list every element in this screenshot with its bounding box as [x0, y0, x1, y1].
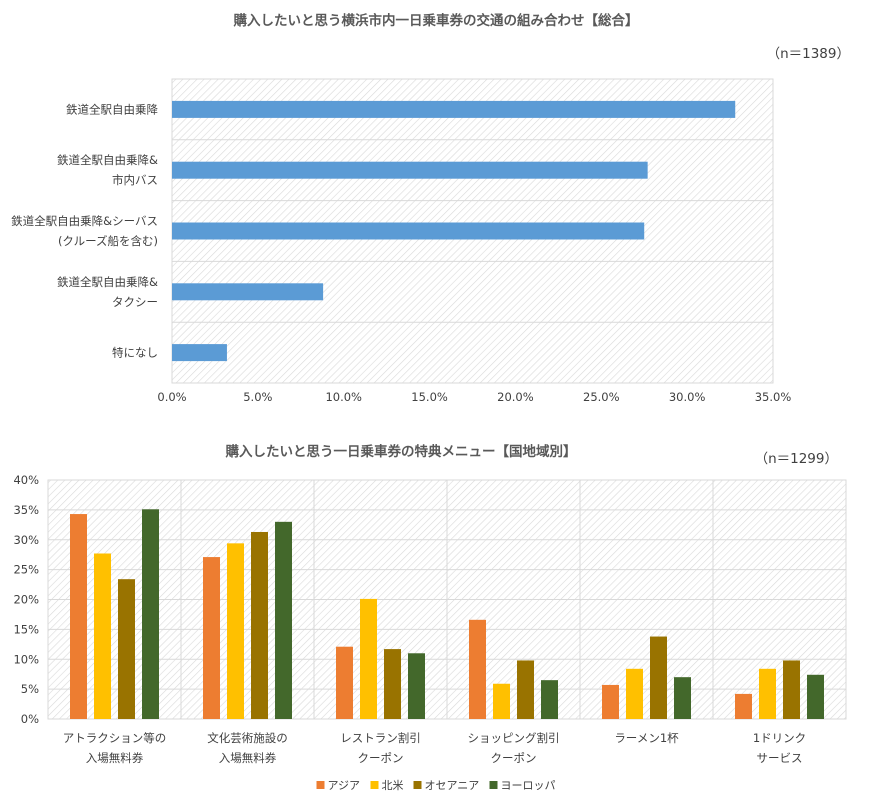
chart2-bar [469, 619, 486, 719]
chart2-legend-label: アジア [328, 779, 361, 792]
chart2-y-tick: 5% [21, 682, 39, 696]
chart2-title: 購入したいと思う一日乗車券の特典メニュー【国地域別】 [225, 443, 577, 460]
chart2-legend-swatch [413, 781, 422, 789]
chart2-sample-size: （n＝1299） [755, 451, 838, 467]
chart2-bar [251, 531, 268, 719]
chart2-category-label: レストラン割引 [340, 731, 421, 745]
chart2-category-label: ショッピング割引 [468, 731, 560, 745]
chart1-bar [172, 100, 736, 118]
chart2-bar [384, 649, 401, 719]
chart2-y-tick: 0% [21, 712, 39, 726]
chart1-category-label: (クルーズ船を含む) [58, 234, 158, 248]
chart2-legend-swatch [316, 781, 325, 789]
chart2-category-label: 1ドリンク [753, 731, 806, 745]
chart1-category-label: 市内バス [112, 173, 158, 187]
chart1-x-tick: 15.0% [411, 390, 448, 404]
chart2-bar [735, 693, 752, 719]
chart2-y-tick: 15% [13, 622, 39, 636]
chart2-bar [408, 653, 425, 719]
chart2-legend: アジア 北米 オセアニア ヨーロッパ [316, 779, 556, 792]
chart1-bar [172, 344, 227, 362]
chart2-category-label: 文化芸術施設の [207, 731, 288, 745]
chart2-bar [759, 668, 776, 719]
chart2-legend-label: ヨーロッパ [501, 779, 556, 792]
chart2-bar [118, 579, 135, 719]
chart1-category-label: 鉄道全駅自由乗降& [57, 153, 158, 167]
chart2-bar [541, 680, 558, 719]
chart1-x-tick: 30.0% [669, 390, 706, 404]
chart1-bar [172, 222, 645, 240]
chart1-sample-size: （n＝1389） [767, 46, 850, 62]
chart1-x-tick: 25.0% [583, 390, 620, 404]
chart1-bars [172, 100, 736, 362]
chart2-bar [650, 636, 667, 719]
chart1-x-tick: 10.0% [325, 390, 362, 404]
chart2-bar [807, 674, 824, 719]
chart1-bar [172, 283, 324, 301]
chart1-category-label: 鉄道全駅自由乗降 [66, 102, 158, 116]
chart2: 購入したいと思う一日乗車券の特典メニュー【国地域別】 （n＝1299） アトラク… [13, 443, 847, 792]
chart1: 購入したいと思う横浜市内一日乗車券の交通の組み合わせ【総合】 （n＝1389） … [11, 12, 850, 404]
chart2-bar [360, 598, 377, 719]
chart2-bar [94, 553, 111, 719]
chart2-y-tick: 10% [13, 652, 39, 666]
chart2-bar [783, 660, 800, 719]
chart2-bar [336, 646, 353, 719]
chart2-category-label: ラーメン1杯 [614, 731, 679, 745]
chart1-x-tick: 5.0% [243, 390, 272, 404]
chart2-y-tick: 30% [13, 533, 39, 547]
chart2-bar [203, 557, 220, 719]
chart2-legend-label: オセアニア [425, 779, 480, 792]
chart2-category-label: 入場無料券 [219, 751, 277, 765]
chart1-bar [172, 161, 648, 179]
chart2-legend-label: 北米 [382, 779, 404, 792]
chart2-legend-swatch [370, 781, 379, 789]
chart1-x-tick: 20.0% [497, 390, 534, 404]
chart2-category-label: アトラクション等の [63, 731, 167, 745]
chart2-bar [227, 543, 244, 719]
chart2-category-label: クーポン [491, 751, 537, 765]
chart2-bar [602, 684, 619, 719]
chart2-bar [70, 514, 87, 719]
chart2-y-tick: 40% [13, 473, 39, 487]
chart2-bar [517, 660, 534, 719]
chart2-category-label: 入場無料券 [86, 751, 144, 765]
chart2-y-tick: 35% [13, 503, 39, 517]
chart2-y-tick: 20% [13, 593, 39, 607]
chart1-x-tick: 35.0% [755, 390, 792, 404]
chart1-x-tick-labels: 0.0% 5.0% 10.0% 15.0% 20.0% 25.0% 30.0% 35.0% [157, 390, 791, 404]
chart2-legend-swatch [489, 781, 498, 789]
chart2-category-labels: アトラクション等の入場無料券文化芸術施設の入場無料券レストラン割引クーポンショッ… [63, 731, 806, 765]
chart1-category-label: 鉄道全駅自由乗降&シーバス [11, 214, 158, 228]
chart2-bar [142, 509, 159, 719]
chart1-category-label: タクシー [112, 295, 158, 309]
chart1-category-label: 鉄道全駅自由乗降& [57, 275, 158, 289]
chart2-category-label: クーポン [358, 751, 404, 765]
chart2-bars [70, 509, 824, 719]
chart2-category-label: サービス [757, 751, 803, 765]
chart2-gridlines [48, 480, 846, 719]
chart1-title: 購入したいと思う横浜市内一日乗車券の交通の組み合わせ【総合】 [233, 12, 639, 29]
chart2-bar [493, 683, 510, 719]
chart2-bar [626, 668, 643, 719]
chart1-gridlines [172, 139, 773, 323]
chart2-y-tick: 25% [13, 563, 39, 577]
chart1-x-tick: 0.0% [157, 390, 186, 404]
chart2-bar [275, 521, 292, 719]
chart2-y-tick-labels: 0% 5% 10% 15% 20% 25% 30% 35% 40% [13, 473, 39, 726]
chart2-bar [674, 677, 691, 719]
chart1-category-label: 特になし [112, 346, 158, 360]
